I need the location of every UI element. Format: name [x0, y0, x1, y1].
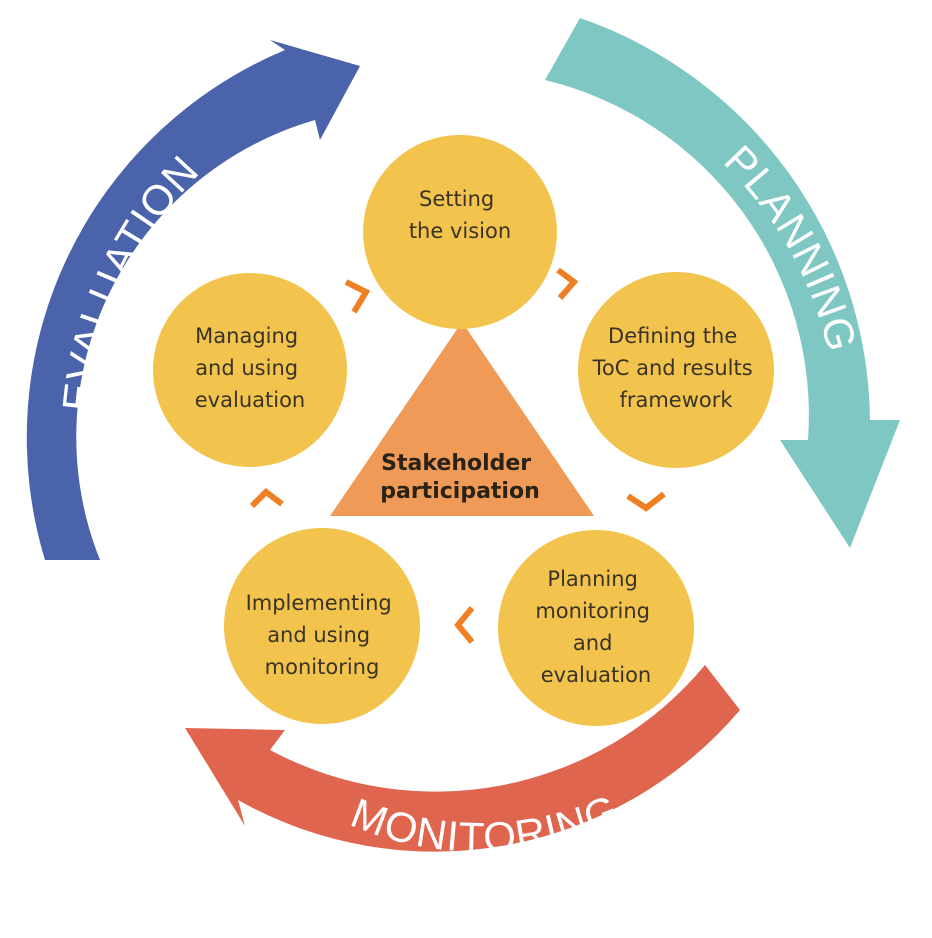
step-3-line-3: and — [573, 631, 613, 655]
svg-text:Implementing and using: Implementing and using monitoring — [246, 591, 399, 679]
evaluation-arc — [26, 40, 360, 560]
step-5-line-2: and using — [195, 356, 298, 380]
step-1-line-2: the vision — [409, 219, 511, 243]
chevron-icon — [344, 279, 371, 314]
step-2-line-1: Defining the — [608, 324, 737, 348]
step-5-line-1: Managing — [195, 324, 298, 348]
step-2-line-2: ToC and results — [592, 356, 753, 380]
step-3-line-4: evaluation — [541, 663, 651, 687]
svg-text:Planning monitoring: Planning monitoring and evaluation — [535, 567, 656, 687]
step-1-line-1: Setting — [419, 187, 494, 211]
step-circle-implementing-monitoring: Implementing and using monitoring — [224, 528, 420, 724]
svg-text:Defining the ToC and res: Defining the ToC and results framework — [592, 324, 760, 412]
step-3-line-2: monitoring — [535, 599, 650, 623]
step-circle-setting-vision: Setting the vision — [363, 135, 557, 329]
step-4-line-1: Implementing — [246, 591, 392, 615]
chevron-icon — [556, 267, 579, 300]
svg-text:Managing and using: Managing and using evaluation — [195, 324, 305, 412]
svg-text:Setting the vision: Setting the vision — [409, 187, 511, 243]
monitoring-arc — [185, 665, 740, 852]
chevron-icon — [454, 606, 475, 644]
step-2-line-3: framework — [619, 388, 733, 412]
step-4-line-3: monitoring — [265, 655, 380, 679]
step-4-line-2: and using — [267, 623, 370, 647]
chevron-icon — [249, 488, 284, 509]
planning-arc — [545, 18, 900, 548]
center-label: Stakeholder participation — [380, 451, 540, 504]
chevron-icon — [626, 491, 666, 512]
step-3-line-1: Planning — [547, 567, 637, 591]
step-5-line-3: evaluation — [195, 388, 305, 412]
center-label-line-2: participation — [380, 479, 540, 504]
step-circle-planning-me: Planning monitoring and evaluation — [498, 530, 694, 726]
center-label-line-1: Stakeholder — [381, 451, 531, 476]
step-circle-managing-evaluation: Managing and using evaluation — [153, 273, 347, 467]
step-circle-defining-toc: Defining the ToC and results framework — [578, 272, 774, 468]
center-triangle — [330, 322, 594, 516]
